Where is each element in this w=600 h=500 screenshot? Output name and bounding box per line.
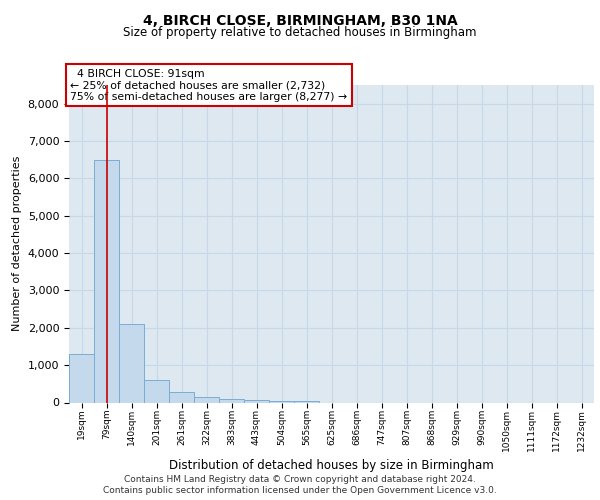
Bar xyxy=(169,392,194,402)
Bar xyxy=(144,380,169,402)
Bar xyxy=(219,399,244,402)
Bar xyxy=(69,354,94,403)
X-axis label: Distribution of detached houses by size in Birmingham: Distribution of detached houses by size … xyxy=(169,459,494,472)
Bar xyxy=(269,400,294,402)
Bar xyxy=(244,400,269,402)
Y-axis label: Number of detached properties: Number of detached properties xyxy=(12,156,22,332)
Bar xyxy=(294,401,319,402)
Bar xyxy=(119,324,144,402)
Text: 4 BIRCH CLOSE: 91sqm
← 25% of detached houses are smaller (2,732)
75% of semi-de: 4 BIRCH CLOSE: 91sqm ← 25% of detached h… xyxy=(70,68,347,102)
Bar xyxy=(194,397,219,402)
Bar xyxy=(94,160,119,402)
Text: Contains HM Land Registry data © Crown copyright and database right 2024.: Contains HM Land Registry data © Crown c… xyxy=(124,475,476,484)
Text: 4, BIRCH CLOSE, BIRMINGHAM, B30 1NA: 4, BIRCH CLOSE, BIRMINGHAM, B30 1NA xyxy=(143,14,457,28)
Text: Contains public sector information licensed under the Open Government Licence v3: Contains public sector information licen… xyxy=(103,486,497,495)
Text: Size of property relative to detached houses in Birmingham: Size of property relative to detached ho… xyxy=(123,26,477,39)
